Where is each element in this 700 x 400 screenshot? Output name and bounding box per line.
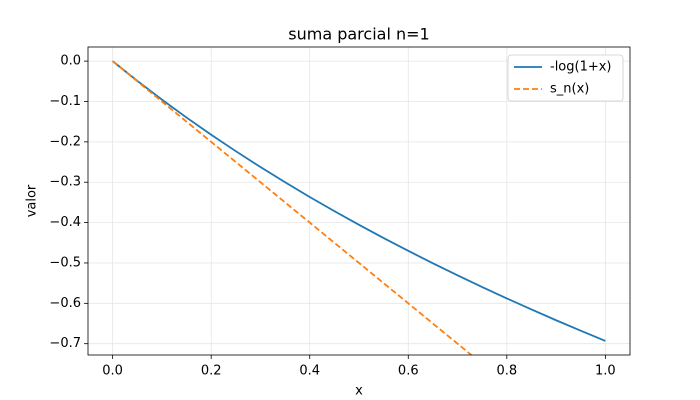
x-tick-label: 0.2 — [201, 364, 222, 379]
line-series — [112, 60, 606, 342]
y-axis-label: valor — [25, 184, 40, 217]
y-tick-label: −0.6 — [49, 296, 81, 311]
plot-frame — [87, 46, 631, 356]
y-tick-label: −0.2 — [49, 134, 81, 149]
y-tick-label: −0.3 — [49, 175, 81, 190]
y-tick-label: −0.1 — [49, 94, 81, 109]
x-tick-label: 0.6 — [398, 364, 419, 379]
y-tick-label: −0.4 — [49, 215, 81, 230]
y-tick-label: −0.5 — [49, 255, 81, 270]
x-tick-label: 0.0 — [102, 364, 123, 379]
chart-title: suma parcial n=1 — [288, 25, 429, 44]
x-tick-label: 0.8 — [496, 364, 517, 379]
x-axis-label: x — [355, 384, 363, 399]
x-tick-label: 1.0 — [595, 364, 616, 379]
legend-label: -log(1+x) — [550, 60, 612, 75]
x-tick-label: 0.4 — [299, 364, 320, 379]
plot-area — [112, 60, 606, 355]
y-tick-label: 0.0 — [60, 54, 81, 69]
line-series — [112, 60, 473, 355]
y-tick-label: −0.7 — [49, 336, 81, 351]
legend-label: s_n(x) — [550, 82, 589, 97]
